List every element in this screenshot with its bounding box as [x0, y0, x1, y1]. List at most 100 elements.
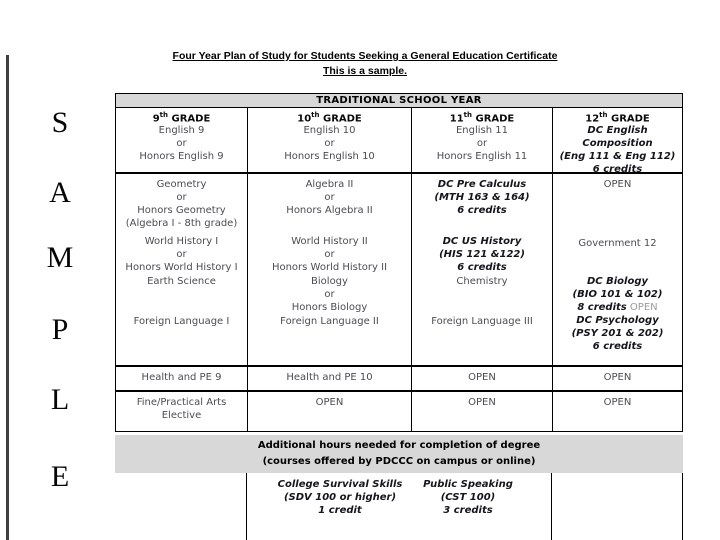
course-line: or	[176, 192, 187, 203]
course-line-dc: (SDV 100 or higher)	[283, 492, 397, 503]
course-line: Government 12	[578, 238, 657, 249]
additional-hours-banner: Additional hours needed for completion o…	[115, 435, 683, 473]
table-border-segment	[682, 473, 683, 540]
column-header-12th-grade: 12th GRADE	[585, 111, 650, 125]
course-line: Honors World History I	[125, 262, 238, 273]
course-line: Earth Science	[147, 276, 216, 287]
course-line-dc: Public Speaking	[423, 479, 513, 490]
table-row-core-courses: Geometry or Honors Geometry (Algebra I -…	[115, 174, 683, 367]
course-line-dc: DC Biology	[586, 276, 648, 287]
cell-grade9-elective: Fine/Practical Arts Elective	[116, 392, 248, 431]
watermark-letter-m: M	[46, 241, 74, 274]
course-line: Honors Biology	[291, 302, 368, 313]
course-line-dc: 1 credit	[318, 505, 362, 516]
banner-line: Additional hours needed for completion o…	[257, 440, 541, 451]
column-header-11th-grade: 11th GRADE	[449, 111, 515, 125]
college-survival-skills-block: College Survival Skills (SDV 100 or high…	[255, 478, 425, 517]
course-line-dc: 3 credits	[443, 505, 493, 516]
course-line-dc: 8 credits OPEN	[577, 302, 658, 313]
course-line-dc: (HIS 121 &122)	[439, 249, 525, 260]
course-line: Chemistry	[456, 276, 508, 287]
course-line: World History I	[144, 236, 219, 247]
document-header: Four Year Plan of Study for Students See…	[110, 49, 620, 79]
cell-grade9-core: Geometry or Honors Geometry (Algebra I -…	[116, 174, 248, 365]
course-line-dc: DC Psychology	[576, 315, 659, 326]
course-line: Honors World History II	[271, 262, 388, 273]
open-slot: OPEN	[468, 397, 496, 408]
cell-grade10-english: 10th GRADE English 10 or Honors English …	[248, 108, 412, 172]
course-line: Honors English 11	[436, 151, 528, 162]
course-line: Health and PE 10	[286, 372, 373, 383]
course-line: English 9	[158, 125, 205, 136]
table-row-electives: Fine/Practical Arts Elective OPEN OPEN O…	[115, 392, 683, 432]
course-line: Algebra II	[305, 179, 354, 190]
course-line: Honors English 9	[139, 151, 224, 162]
cell-grade10-health: Health and PE 10	[248, 367, 412, 390]
cell-grade12-open2: OPEN	[553, 392, 682, 431]
open-slot-light: OPEN	[626, 302, 658, 313]
course-line: or	[324, 192, 335, 203]
course-line-dc: DC Pre Calculus	[437, 179, 527, 190]
course-line: Geometry	[156, 179, 207, 190]
banner-line: (courses offered by PDCCC on campus or o…	[262, 456, 536, 467]
course-line: Honors English 10	[284, 151, 375, 162]
watermark-letter-l: L	[50, 383, 70, 416]
open-slot: OPEN	[603, 397, 632, 408]
table-border-segment	[551, 473, 552, 540]
course-line-dc: (Eng 111 & Eng 112)	[559, 151, 676, 162]
open-slot: OPEN	[603, 372, 632, 383]
traditional-school-year-banner: TRADITIONAL SCHOOL YEAR	[115, 93, 683, 108]
course-line: World History II	[291, 236, 368, 247]
course-line-dc: (CST 100)	[440, 492, 496, 503]
left-edge-bar	[6, 55, 9, 540]
cell-grade9-english: 9th GRADE English 9 or Honors English 9	[116, 108, 248, 172]
course-line-dc: (BIO 101 & 102)	[572, 289, 663, 300]
course-line-dc: (MTH 163 & 164)	[434, 192, 530, 203]
cell-grade10-core: Algebra II or Honors Algebra II World Hi…	[248, 174, 412, 365]
course-line-dc: 6 credits	[457, 205, 507, 216]
course-line-dc: 6 credits	[592, 164, 643, 175]
course-line: Biology	[311, 276, 348, 287]
cell-grade12-core: OPEN Government 12 DC Biology (BIO 101 &…	[553, 174, 682, 365]
watermark-letter-a: A	[49, 176, 71, 209]
open-slot: OPEN	[315, 397, 344, 408]
cell-grade11-english: 11th GRADE English 11 or Honors English …	[412, 108, 553, 172]
course-line: or	[324, 289, 335, 300]
course-line: Fine/Practical Arts	[136, 397, 227, 408]
course-line-dc: 6 credits	[592, 341, 643, 352]
watermark-letter-s: S	[51, 106, 69, 139]
course-line: English 10	[303, 125, 356, 136]
cell-grade9-health: Health and PE 9	[116, 367, 248, 390]
four-year-plan-table: TRADITIONAL SCHOOL YEAR 9th GRADE Englis…	[115, 93, 683, 540]
open-slot: OPEN	[468, 372, 496, 383]
cell-grade11-open2: OPEN	[412, 392, 553, 431]
course-line-dc: (PSY 201 & 202)	[571, 328, 664, 339]
watermark-letter-e: E	[50, 460, 70, 493]
course-line: (Algebra I - 8th grade)	[125, 218, 238, 229]
course-line: Foreign Language I	[133, 316, 230, 327]
table-row-english: 9th GRADE English 9 or Honors English 9 …	[115, 108, 683, 175]
cell-grade11-core: DC Pre Calculus (MTH 163 & 164) 6 credit…	[412, 174, 553, 365]
course-line: or	[324, 249, 335, 260]
course-line-dc: 6 credits	[457, 262, 507, 273]
public-speaking-block: Public Speaking (CST 100) 3 credits	[383, 478, 553, 517]
open-slot: OPEN	[603, 179, 632, 190]
course-line: Foreign Language III	[431, 316, 533, 327]
cell-grade11-open: OPEN	[412, 367, 553, 390]
watermark-letter-p: P	[51, 313, 69, 346]
course-line: or	[176, 249, 187, 260]
table-border-segment	[246, 473, 247, 540]
page-title: Four Year Plan of Study for Students See…	[172, 50, 558, 62]
course-line: Foreign Language II	[280, 316, 379, 327]
page-subtitle: This is a sample.	[322, 65, 408, 77]
course-line: or	[476, 138, 488, 149]
cell-grade10-open: OPEN	[248, 392, 412, 431]
course-line: Health and PE 9	[141, 372, 222, 383]
course-line-dc: DC English	[587, 125, 648, 136]
course-line: Elective	[161, 410, 202, 421]
course-line: or	[324, 138, 335, 149]
course-line: or	[176, 138, 187, 149]
course-line: Honors Algebra II	[286, 205, 373, 216]
course-line-dc: DC US History	[442, 236, 522, 247]
